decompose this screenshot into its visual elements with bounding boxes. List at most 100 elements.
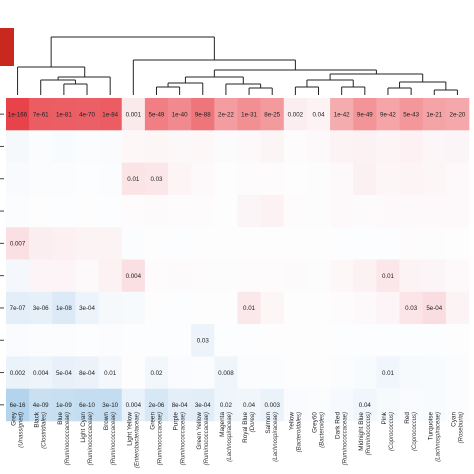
heatmap-cell [376,259,400,293]
column-label: Midnight Blue (Ruminococcus) [358,412,372,456]
column-label: Light Yellow (Enterobacteriaceae) [126,412,140,468]
heatmap-cell [52,291,76,325]
column-name: Purple [173,412,180,431]
heatmap-cell [260,388,285,422]
cell-value-label: 0.01 [243,305,256,312]
heatmap-cell [75,194,99,228]
heatmap-cell [191,194,215,228]
cell-value-label: 5e-49 [149,111,165,118]
column-annotation: (Ruminococcaceae) [181,412,187,465]
heatmap-cell [399,259,423,293]
column-name: Pink [381,411,388,424]
heatmap-cell [6,227,30,260]
column-label: Purple (Ruminococcaceae) [173,412,187,466]
heatmap-cell [121,388,146,422]
heatmap-cell [144,130,169,163]
heatmap-cell [6,259,30,293]
heatmap-cell [283,356,308,389]
heatmap-cell [75,388,99,422]
cell-value-label: 0.008 [218,370,234,377]
cell-value-label: 1e-08 [56,305,72,312]
heatmap-cell [168,259,192,293]
column-name: Red [404,412,411,424]
cell-value-label: 0.001 [126,111,142,118]
heatmap-cell [121,162,146,196]
column-label: Magenta (Lachnospiraceae) [219,412,233,462]
heatmap-cell [260,227,285,260]
heatmap-cell [445,324,470,357]
heatmap-cell [283,194,308,228]
column-labels: Grey (Unassigned) Black (Clostridiales) Blue… [11,411,465,468]
heatmap-cell [121,259,146,293]
heatmap-cell [330,388,354,422]
heatmap-cell [98,324,123,357]
heatmap-cell [52,162,76,196]
column-annotation: (Ruminococcaceae) [157,412,163,465]
heatmap-cell [445,194,470,228]
heatmap-cells: 1e-166 7e-61 1e-81 4e-70 1e-84 0.001 5e-49 1e-4… [6,98,470,422]
cell-value-label: 0.03 [150,176,163,183]
heatmap-cell [214,259,238,293]
heatmap-cell [353,227,377,260]
heatmap-cell [6,162,30,196]
heatmap-cell [376,194,400,228]
heatmap-cell [376,227,400,260]
column-label: Salmon (Lachnospiraceae) [265,412,279,462]
heatmap-cell [306,388,331,422]
row-ticks [0,113,4,406]
heatmap-cell [422,162,447,196]
column-annotation: (Bacteroides) [320,412,326,448]
heatmap-cell [168,98,192,131]
heatmap-cell [237,227,261,260]
heatmap-cell [168,291,192,325]
heatmap-cell [237,324,261,357]
heatmap-cell [191,259,215,293]
heatmap-cell [445,291,470,325]
cell-value-label: 1e-09 [56,402,72,409]
column-annotation: (Ruminococcaceae) [204,412,210,465]
heatmap-cell [168,194,192,228]
column-annotation: (Enterobacteriaceae) [134,412,140,468]
heatmap-cell [237,162,261,196]
cell-value-label: 0.01 [382,370,395,377]
heatmap-cell [29,291,53,325]
heatmap-cell [6,388,30,422]
heatmap-cell [445,356,470,389]
heatmap-cell [260,356,285,389]
heatmap-cell [237,194,261,228]
heatmap-cell [52,388,76,422]
column-annotation: (Roseburia) [458,412,464,443]
heatmap-cell [330,130,354,163]
column-annotation: (Lachnospiraceae) [435,412,441,462]
heatmap-cell [52,130,76,163]
heatmap-cell [6,194,30,228]
heatmap-cell [237,259,261,293]
heatmap-cell [168,388,192,422]
cell-value-label: 0.007 [10,241,26,248]
cell-value-label: 0.04 [243,402,256,409]
heatmap-cell [399,162,423,196]
column-label: Black (Clostridiales) [34,411,48,448]
heatmap-cell [6,130,30,163]
heatmap-cell [52,324,76,357]
heatmap-cell [306,194,331,228]
heatmap-cell [121,356,146,389]
column-label: Turquoise (Lachnospiraceae) [427,412,441,462]
heatmap-cell [283,291,308,325]
heatmap-cell [445,162,470,196]
heatmap-cell [191,356,215,389]
column-name: Magenta [219,412,226,437]
heatmap-cell [75,324,99,357]
column-label: Red (Coprococcus) [404,412,418,451]
heatmap-cell [75,291,99,325]
cell-value-label: 2e-22 [218,111,234,118]
heatmap-cell [144,291,169,325]
heatmap-cell [283,98,308,131]
heatmap-cell [306,259,331,293]
heatmap-cell [144,259,169,293]
column-label: Light Cyan (Ruminococcaceae) [80,412,94,466]
cell-value-label: 1e-42 [334,111,350,118]
colorbar-fragment [0,28,14,66]
heatmap-cell [376,356,400,389]
heatmap-cell [422,291,447,325]
